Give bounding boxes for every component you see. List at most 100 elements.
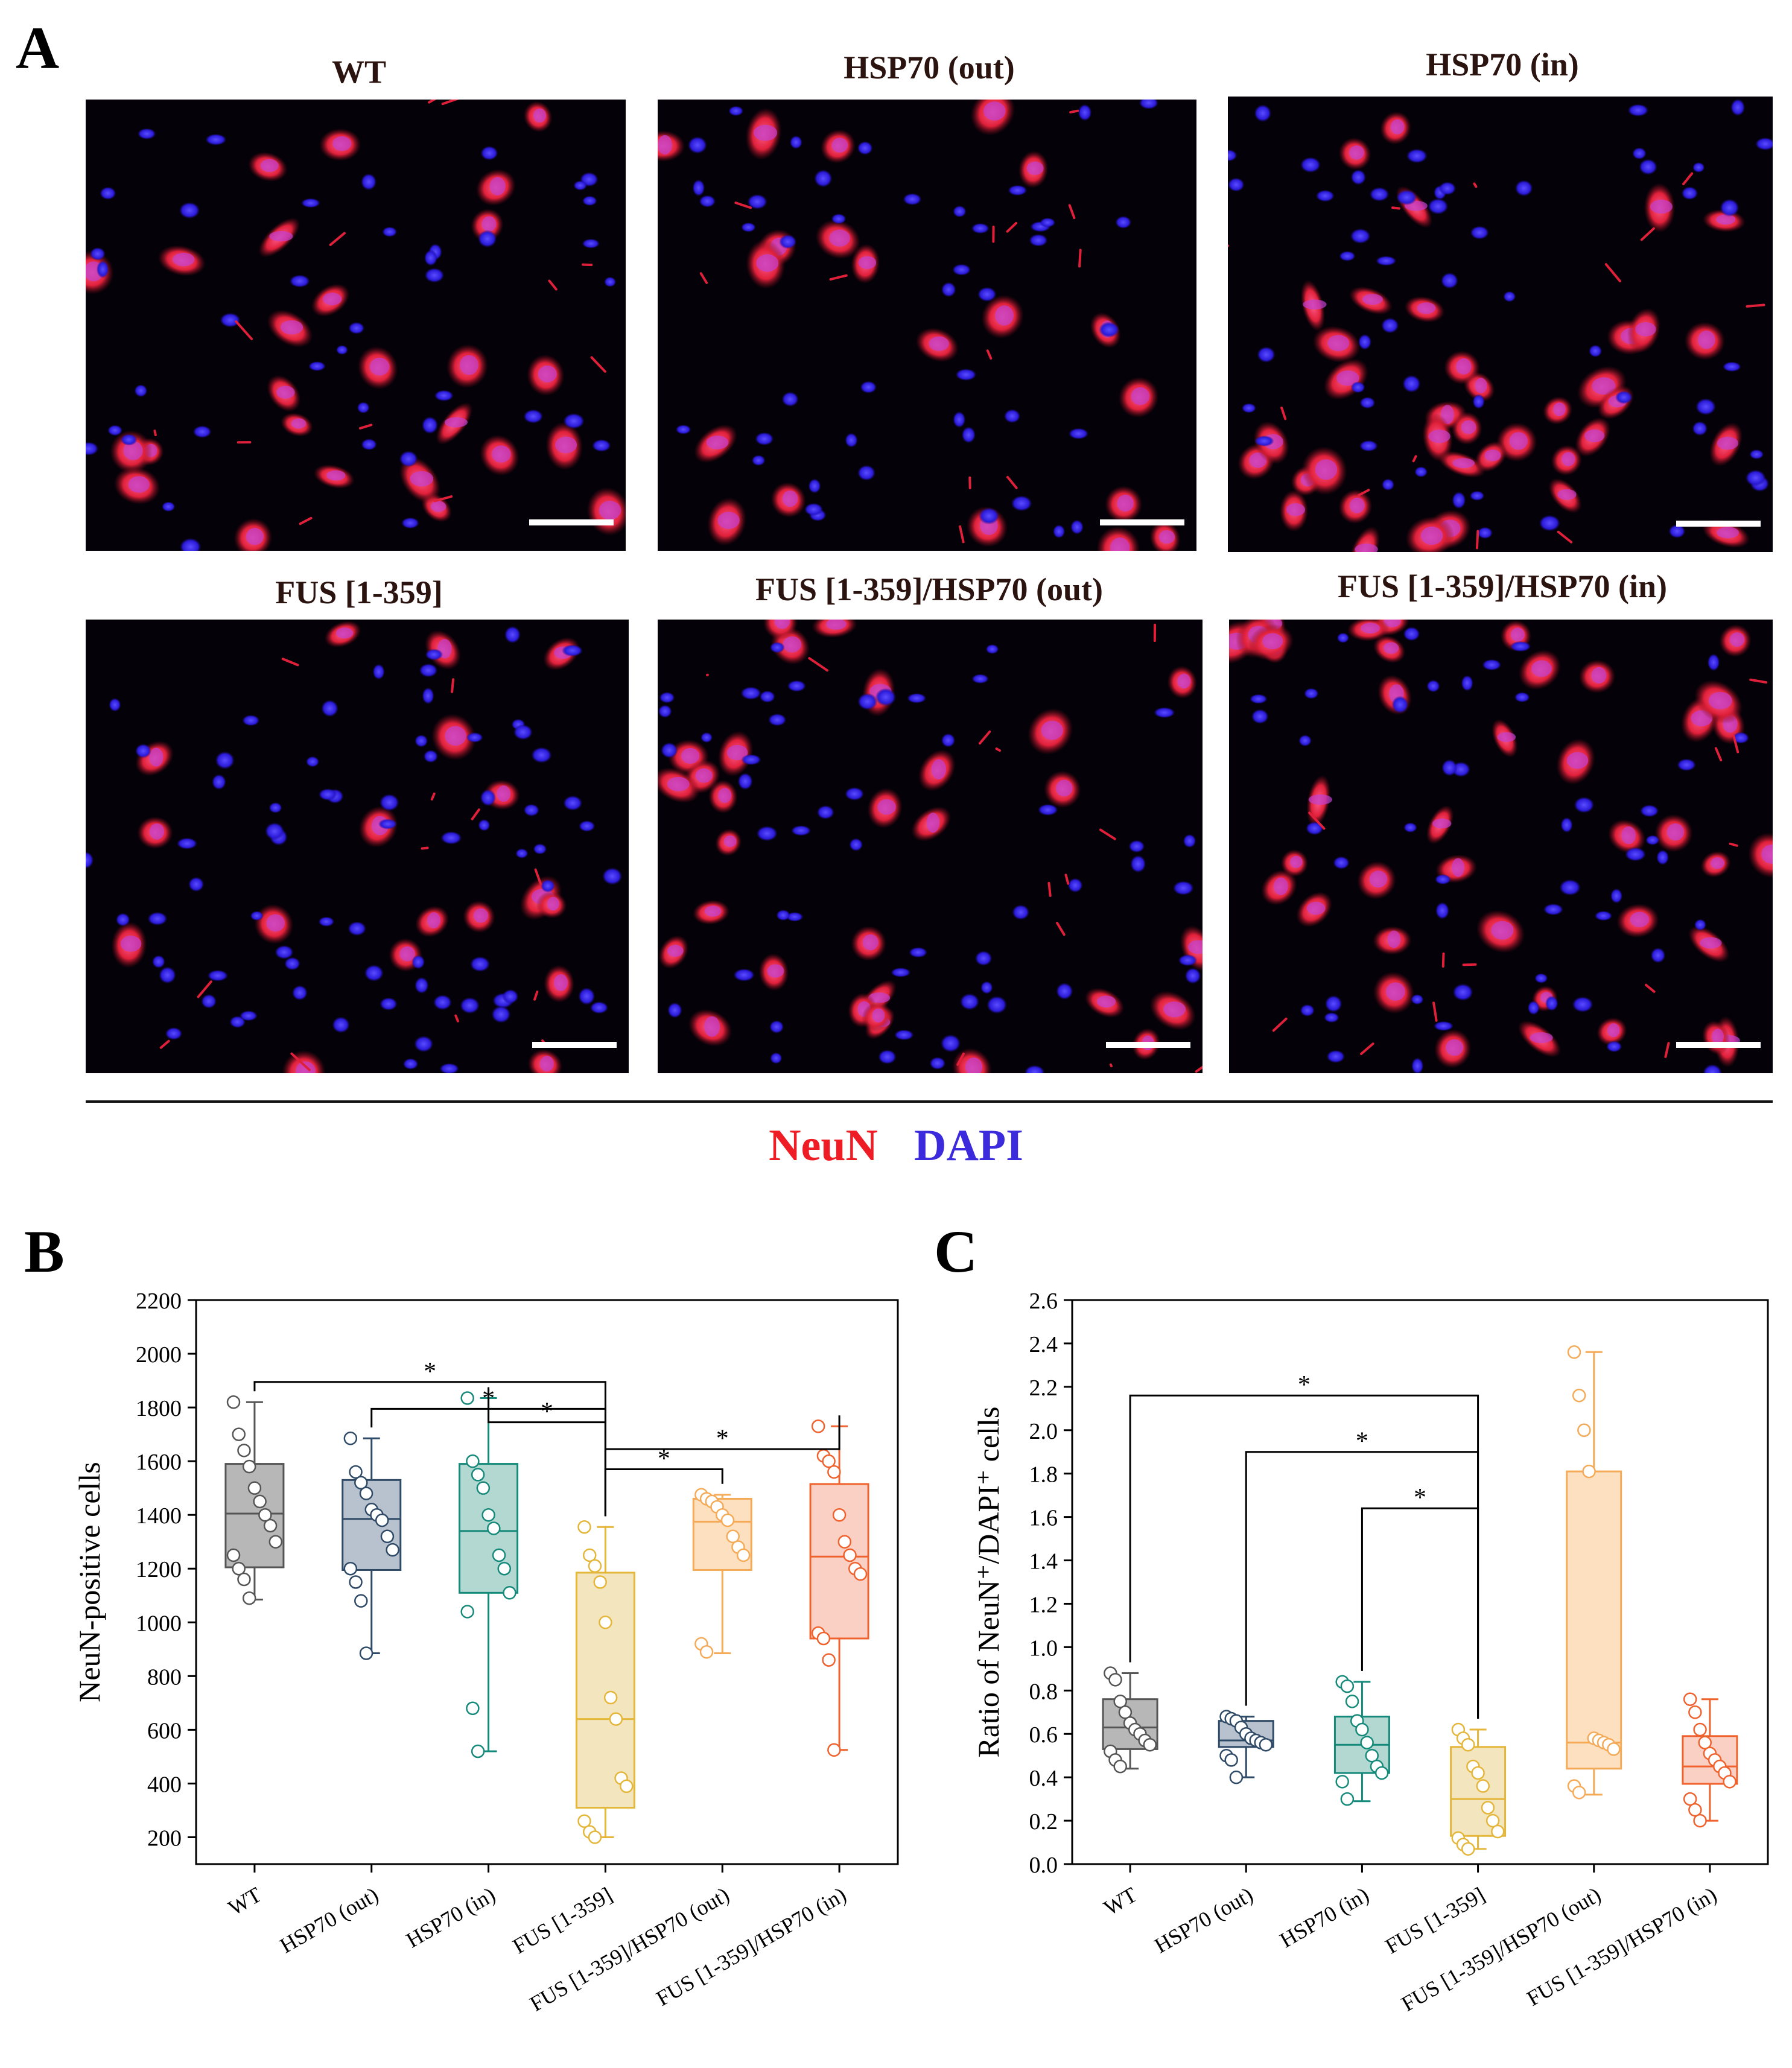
dapi-nucleus (752, 455, 766, 466)
dapi-nucleus (1038, 804, 1058, 816)
data-point (599, 1616, 611, 1628)
dapi-nucleus (960, 994, 979, 1010)
dapi-nucleus (1692, 162, 1705, 173)
neuron-nucleus (1607, 1023, 1619, 1037)
neurite (988, 350, 991, 358)
neuron-nucleus (1446, 1039, 1463, 1056)
dapi-nucleus (319, 916, 335, 927)
x-tick-label: HSP70 (out) (276, 1882, 383, 1958)
dapi-nucleus (1370, 187, 1390, 201)
dapi-nucleus (403, 1058, 419, 1070)
dapi-nucleus (308, 361, 326, 371)
x-tick-label: HSP70 (in) (402, 1882, 499, 1952)
neuron-nucleus (1717, 437, 1738, 449)
neuron-nucleus (831, 138, 848, 153)
neuron-nucleus (1350, 498, 1365, 513)
y-tick-label: 2.6 (1029, 1289, 1058, 1314)
neurite (1747, 305, 1764, 306)
data-point (1573, 1389, 1585, 1401)
neurite (1414, 456, 1416, 461)
dapi-nucleus (1333, 856, 1349, 869)
y-tick-label: 0.6 (1029, 1722, 1058, 1748)
neurite (1008, 223, 1016, 232)
x-tick-label: FUS [1-359] (1381, 1882, 1489, 1958)
dapi-nucleus (1656, 850, 1669, 865)
micrograph-title-fus: FUS [1-359] (87, 576, 631, 609)
micrograph-hsp70-out (658, 100, 1196, 551)
dapi-nucleus (1128, 840, 1145, 852)
y-tick-label: 0.2 (1029, 1809, 1058, 1835)
neurite (1606, 264, 1620, 281)
y-tick-label: 2.4 (1029, 1332, 1058, 1357)
neuron-nucleus (326, 471, 345, 481)
data-point (498, 1562, 510, 1575)
neuron-nucleus (995, 305, 1014, 325)
dapi-nucleus (361, 173, 377, 190)
dapi-nucleus (971, 223, 990, 234)
dapi-nucleus (1559, 879, 1581, 895)
dapi-nucleus (699, 195, 716, 208)
dapi-nucleus (953, 206, 967, 218)
neuron-nucleus (1177, 674, 1190, 689)
dapi-nucleus (659, 692, 675, 703)
legend-dapi: DAPI (914, 1121, 1023, 1170)
neuron-nucleus (370, 358, 390, 375)
dapi-nucleus (962, 427, 976, 443)
dapi-nucleus (1452, 492, 1466, 509)
neuron-nucleus (1497, 732, 1516, 742)
dapi-nucleus (857, 465, 875, 481)
dapi-nucleus (1242, 403, 1256, 413)
dapi-nucleus (100, 187, 116, 200)
neurite (1443, 954, 1444, 966)
dapi-nucleus (1251, 709, 1269, 724)
dapi-nucleus (1682, 186, 1698, 200)
dapi-nucleus (1723, 361, 1741, 372)
dapi-nucleus (980, 981, 993, 994)
dapi-nucleus (177, 838, 197, 849)
data-point (254, 1495, 266, 1508)
neuron-nucleus (667, 777, 690, 791)
data-point (477, 1482, 489, 1494)
dapi-nucleus (1472, 394, 1484, 409)
neuron-nucleus (1475, 378, 1487, 393)
micrograph-fus-hsp70-out-canvas (658, 620, 1203, 1073)
neuron-nucleus (1635, 322, 1656, 337)
dapi-nucleus (1350, 229, 1371, 244)
dapi-nucleus (1435, 902, 1449, 919)
dapi-nucleus (1503, 291, 1516, 302)
dapi-nucleus (1359, 440, 1378, 452)
data-point (376, 1514, 388, 1526)
data-point (381, 1530, 393, 1543)
dapi-nucleus (348, 322, 364, 334)
data-point (605, 1692, 617, 1704)
dapi-nucleus (215, 751, 235, 769)
neuron-nucleus (1388, 930, 1401, 948)
data-point (243, 1461, 255, 1473)
neurite (1642, 229, 1654, 240)
dapi-nucleus (116, 913, 130, 926)
data-point (839, 1536, 851, 1548)
dapi-nucleus (1298, 735, 1312, 746)
dapi-nucleus (1406, 148, 1428, 163)
neuron-nucleus (332, 136, 351, 151)
neuron-nucleus (1709, 692, 1732, 709)
dapi-nucleus (579, 820, 595, 832)
significance-label: * (716, 1425, 729, 1453)
neurite (429, 100, 443, 103)
dapi-nucleus (563, 413, 585, 429)
dapi-nucleus (741, 223, 756, 232)
neuron-nucleus (1417, 302, 1436, 314)
dapi-nucleus (1720, 198, 1739, 217)
micrograph-fus-hsp70-out (658, 620, 1203, 1073)
neurite (452, 679, 453, 692)
data-point (594, 1576, 606, 1588)
neuron-nucleus (681, 748, 699, 764)
y-tick-label: 2200 (136, 1289, 182, 1314)
data-point (488, 1522, 500, 1534)
neuron-nucleus (754, 125, 777, 141)
data-point (238, 1573, 250, 1585)
dapi-nucleus (941, 282, 956, 297)
dapi-nucleus (1610, 889, 1622, 904)
dapi-nucleus (1070, 519, 1084, 534)
